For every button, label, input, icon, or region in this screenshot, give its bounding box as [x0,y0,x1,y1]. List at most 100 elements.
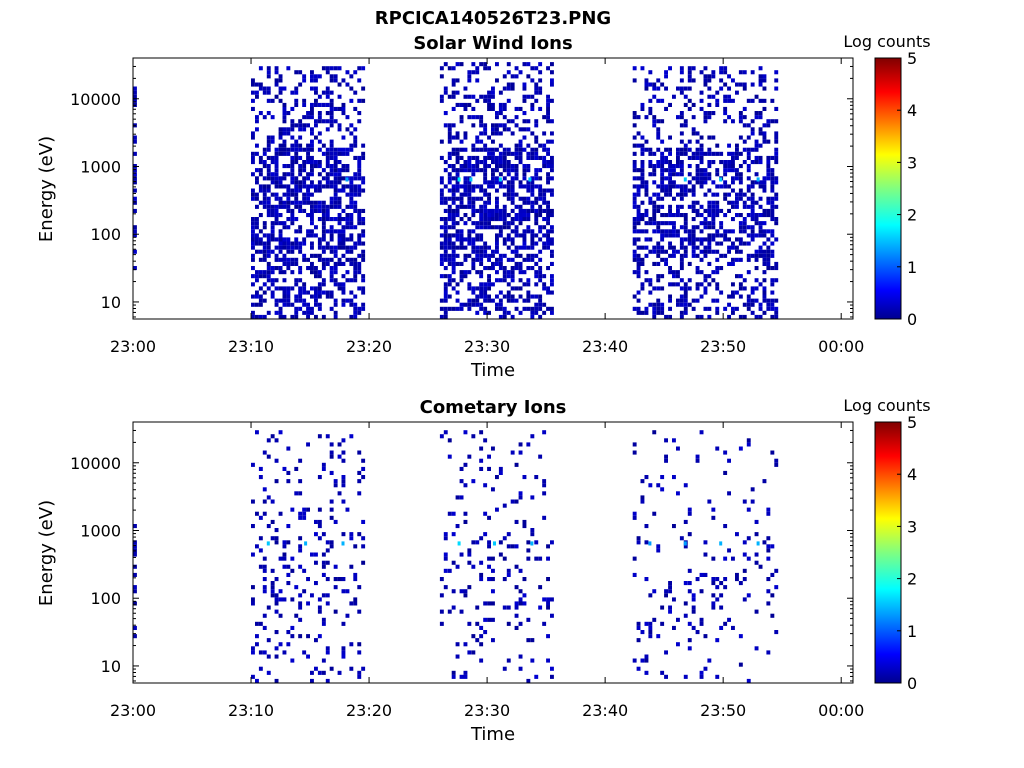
spectrogram-cell [278,241,283,246]
spectrogram-cell [345,151,350,156]
spectrogram-cell [648,249,653,254]
spectrogram-cell [687,278,692,283]
spectrogram-cell [762,221,767,226]
spectrogram-cell [447,131,452,136]
spectrogram-cell [361,290,366,295]
spectrogram-cell [258,229,263,234]
spectrogram-cell [699,106,704,111]
spectrogram-cell [550,119,554,124]
spectrogram-cell [317,282,322,287]
spectrogram-cell [707,237,712,242]
spectrogram-cell [353,135,358,140]
spectrogram-cell [341,78,346,83]
spectrogram-cell [742,540,747,545]
spectrogram-cell [660,188,665,193]
spectrogram-cell [467,70,472,75]
spectrogram-cell [451,200,456,205]
spectrogram-cell [495,261,499,266]
spectrogram-cell [746,155,751,160]
spectrogram-cell [361,208,366,213]
spectrogram-cell [636,237,641,242]
spectrogram-cell [274,204,279,209]
spectrogram-cell [546,221,550,226]
spectrogram-cell [266,172,271,177]
spectrogram-cell [439,66,444,71]
spectrogram-cell [498,298,503,303]
spectrogram-cell [274,253,279,258]
spectrogram-cell [715,306,720,311]
spectrogram-cell [251,253,255,258]
spectrogram-cell [550,613,554,618]
spectrogram-cell [742,577,747,582]
spectrogram-cell [341,184,346,189]
spectrogram-cell [495,241,499,246]
spectrogram-cell [278,127,283,132]
spectrogram-cell [337,670,342,675]
spectrogram-cell [715,168,720,173]
spectrogram-cell [262,160,267,165]
spectrogram-cell [479,253,484,258]
spectrogram-cell [526,155,531,160]
spectrogram-cell [715,310,720,315]
spectrogram-cell [255,151,259,156]
spectrogram-cell [266,638,271,643]
spectrogram-cell [251,98,255,103]
spectrogram-cell [262,196,267,201]
spectrogram-cell [672,229,676,234]
spectrogram-cell [317,302,322,307]
spectrogram-cell [534,86,539,91]
spectrogram-cell [491,151,495,156]
spectrogram-cell [514,115,519,120]
spectrogram-cell [463,589,468,594]
spectrogram-cell [290,188,295,193]
spectrogram-cell [290,597,295,602]
spectrogram-cell [652,119,657,124]
spectrogram-cell [758,111,763,116]
spectrogram-cells [133,430,779,683]
spectrogram-cell [455,102,460,107]
spectrogram-cell [286,257,291,262]
spectrogram-cell [758,306,763,311]
spectrogram-cell [286,479,291,484]
spectrogram-cell [774,314,779,319]
spectrogram-cell [333,151,338,156]
spectrogram-cell [361,98,366,103]
spectrogram-cell [282,86,287,91]
spectrogram-cell [518,310,523,315]
spectrogram-cell [742,115,747,120]
spectrogram-cell [754,155,759,160]
spectrogram-cell [467,188,472,193]
spectrogram-cell [498,552,503,557]
spectrogram-cell [731,294,735,299]
spectrogram-cell [738,662,743,667]
spectrogram-cell [711,278,716,283]
spectrogram-cell [329,139,334,144]
spectrogram-cell [314,135,318,140]
spectrogram-cell [341,245,346,250]
spectrogram-cell [746,536,751,541]
spectrogram-cell [298,298,303,303]
spectrogram-cell [353,200,358,205]
spectrogram-cell [278,229,283,234]
spectrogram-cell [660,257,665,262]
y-tick-label: 1000 [80,521,121,540]
spectrogram-cell [546,290,550,295]
spectrogram-cell [451,241,456,246]
spectrogram-cell [329,123,334,128]
spectrogram-cell [479,62,484,67]
spectrogram-cell [306,601,310,606]
spectrogram-cell [310,229,314,234]
spectrogram-cell [735,237,739,242]
spectrogram-cell [251,90,255,95]
spectrogram-cell [715,233,720,238]
spectrogram-cell [656,302,661,307]
spectrogram-cell [286,204,291,209]
spectrogram-cell [455,147,460,152]
spectrogram-cell [443,552,448,557]
spectrogram-cell [479,94,484,99]
spectrogram-cell [644,229,649,234]
spectrogram-cell [133,625,137,630]
spectrogram-cell [133,266,137,271]
spectrogram-cell [282,225,287,230]
y-tick-label: 100 [90,589,121,608]
